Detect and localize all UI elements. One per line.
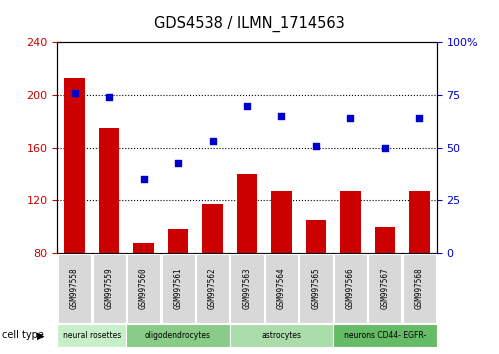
Text: GSM997563: GSM997563 xyxy=(243,268,251,309)
Text: GSM997568: GSM997568 xyxy=(415,268,424,309)
Point xyxy=(381,145,389,151)
Bar xyxy=(403,254,436,323)
Bar xyxy=(196,254,229,323)
Bar xyxy=(340,191,361,253)
Bar xyxy=(305,220,326,253)
Point xyxy=(105,95,113,100)
Text: GSM997565: GSM997565 xyxy=(311,268,320,309)
Point xyxy=(174,160,182,165)
Text: ▶: ▶ xyxy=(37,330,45,341)
Bar xyxy=(162,254,195,323)
Text: GSM997562: GSM997562 xyxy=(208,268,217,309)
Bar xyxy=(409,191,430,253)
Bar xyxy=(127,254,160,323)
Point xyxy=(140,177,148,182)
Text: GDS4538 / ILMN_1714563: GDS4538 / ILMN_1714563 xyxy=(154,16,345,32)
Point xyxy=(243,103,251,108)
Bar xyxy=(333,324,437,347)
Bar xyxy=(299,254,332,323)
Text: cell type: cell type xyxy=(2,330,44,341)
Text: GSM997561: GSM997561 xyxy=(174,268,183,309)
Bar xyxy=(265,254,298,323)
Bar xyxy=(230,324,333,347)
Text: GSM997560: GSM997560 xyxy=(139,268,148,309)
Text: GSM997559: GSM997559 xyxy=(105,268,114,309)
Point xyxy=(71,90,79,96)
Point xyxy=(277,113,285,119)
Text: oligodendrocytes: oligodendrocytes xyxy=(145,331,211,340)
Bar xyxy=(64,78,85,253)
Bar xyxy=(237,174,257,253)
Text: neurons CD44- EGFR-: neurons CD44- EGFR- xyxy=(344,331,426,340)
Bar xyxy=(57,324,126,347)
Bar xyxy=(92,254,126,323)
Point xyxy=(346,115,354,121)
Bar xyxy=(375,227,395,253)
Bar xyxy=(231,254,263,323)
Bar xyxy=(271,191,292,253)
Bar xyxy=(58,254,91,323)
Text: GSM997567: GSM997567 xyxy=(380,268,389,309)
Bar xyxy=(334,254,367,323)
Point xyxy=(415,115,423,121)
Point xyxy=(209,139,217,144)
Point xyxy=(312,143,320,149)
Text: GSM997558: GSM997558 xyxy=(70,268,79,309)
Text: GSM997564: GSM997564 xyxy=(277,268,286,309)
Text: astrocytes: astrocytes xyxy=(261,331,301,340)
Bar xyxy=(133,242,154,253)
Bar xyxy=(99,128,119,253)
Text: GSM997566: GSM997566 xyxy=(346,268,355,309)
Bar xyxy=(368,254,402,323)
Bar xyxy=(202,204,223,253)
Bar xyxy=(126,324,230,347)
Bar xyxy=(168,229,189,253)
Text: neural rosettes: neural rosettes xyxy=(63,331,121,340)
